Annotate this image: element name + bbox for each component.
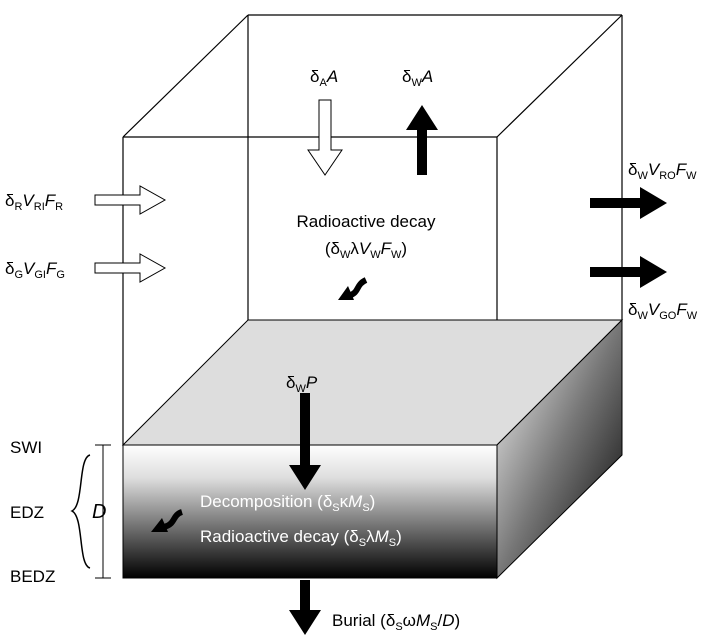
label-part: G — [56, 269, 65, 281]
label-part: G — [14, 269, 23, 281]
label-part: F — [676, 160, 688, 179]
label-part: κ — [340, 492, 349, 511]
label-part: W — [391, 249, 402, 261]
arrows — [94, 99, 667, 635]
label-part: F — [381, 239, 393, 258]
label-part: ω — [403, 611, 416, 630]
swi-label: SWI — [10, 438, 42, 457]
label-part: ) — [396, 527, 402, 546]
label-part: W — [687, 310, 698, 322]
gw-out-label: δWVGOFW — [628, 300, 698, 322]
label-part: S — [362, 502, 369, 514]
label-part: A — [326, 67, 338, 86]
label-part: M — [348, 492, 363, 511]
label-part: W — [637, 310, 648, 322]
label-part: D — [442, 611, 454, 630]
atm-in-label: δAA — [310, 67, 338, 89]
label-part: W — [411, 77, 422, 89]
label-part: W — [370, 249, 381, 261]
bedz-label: BEDZ — [10, 567, 55, 586]
label-part: S — [389, 537, 396, 549]
label-part: / — [437, 611, 442, 630]
label-part: ) — [401, 239, 407, 258]
label-part: R — [55, 201, 63, 213]
label-part: RI — [34, 201, 45, 213]
atm-out-label: δWA — [402, 67, 433, 89]
label-part: δ — [5, 259, 14, 278]
gw-in-label: δGVGIFG — [5, 259, 65, 281]
label-part: (δ — [325, 239, 340, 258]
label-part: S — [395, 621, 402, 633]
label-part: δ — [628, 300, 637, 319]
label-part: A — [319, 77, 327, 89]
label-part: δ — [5, 191, 14, 210]
label-part: Radioactive decay — [297, 212, 436, 231]
sediment-decay-label: Radioactive decay (δSλMS) — [200, 527, 402, 549]
label-part: V — [648, 160, 661, 179]
label-part: V — [23, 259, 36, 278]
label-part: EDZ — [10, 503, 44, 522]
decomposition-label: Decomposition (δSκMS) — [200, 492, 375, 514]
label-part: R — [14, 201, 22, 213]
label-part: RO — [659, 170, 676, 182]
depth-bracket — [70, 444, 111, 579]
label-part: F — [46, 259, 58, 278]
label-part: δ — [402, 67, 411, 86]
label-part: ) — [370, 492, 376, 511]
river-in-label: δRVRIFR — [5, 191, 63, 213]
label-part: M — [416, 611, 431, 630]
label-part: V — [648, 300, 661, 319]
label-part: P — [306, 373, 318, 392]
label-part: S — [332, 502, 339, 514]
water-decay-term: (δWλVWFW) — [325, 239, 407, 261]
label-part: GO — [659, 310, 677, 322]
label-part: W — [686, 170, 697, 182]
label-part: A — [421, 67, 433, 86]
label-part: W — [295, 383, 306, 395]
label-part: λ — [350, 239, 359, 258]
label-part: ) — [454, 611, 460, 630]
label-part: δ — [286, 373, 295, 392]
label-part: S — [430, 621, 437, 633]
label-part: F — [676, 300, 688, 319]
label-part: λ — [366, 527, 375, 546]
edz-label: EDZ — [10, 503, 44, 522]
depth-label: D — [92, 501, 106, 523]
label-part: V — [22, 191, 35, 210]
particle-label: δWP — [286, 373, 318, 395]
river-out-label: δWVROFW — [628, 160, 697, 182]
label-part: W — [637, 170, 648, 182]
label-part: V — [359, 239, 372, 258]
label-part: δ — [628, 160, 637, 179]
label-part: BEDZ — [10, 567, 55, 586]
label-part: F — [45, 191, 57, 210]
label-part: Decomposition (δ — [200, 492, 332, 511]
label-part: Radioactive decay (δ — [200, 527, 359, 546]
label-part: M — [375, 527, 390, 546]
label-part: δ — [310, 67, 319, 86]
label-part: S — [359, 537, 366, 549]
water-decay-label: Radioactive decay — [297, 212, 436, 231]
label-part: SWI — [10, 438, 42, 457]
burial-label: Burial (δSωMS/D) — [332, 611, 460, 633]
label-part: W — [340, 249, 351, 261]
label-part: GI — [34, 269, 46, 281]
box-outline — [122, 14, 623, 445]
label-part: D — [92, 501, 106, 523]
label-part: Burial (δ — [332, 611, 395, 630]
